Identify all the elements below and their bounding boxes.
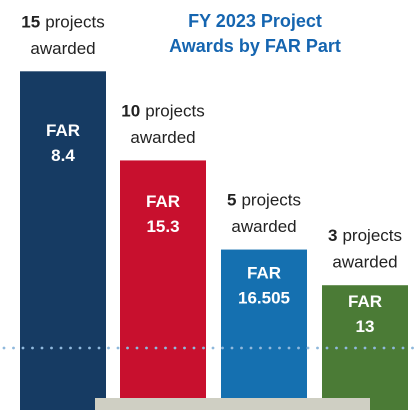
dot [183,346,186,350]
dot [287,346,291,350]
bar [20,71,106,410]
dot [21,346,25,350]
base-plate [95,398,370,410]
dot [173,346,177,350]
dot [107,346,110,350]
value-number: 3 [328,227,337,246]
dot [59,346,63,350]
dot [97,346,101,350]
chart-title: Awards by FAR Part [169,36,341,56]
dot [259,346,262,350]
dot [202,346,205,350]
value-number: 5 [227,191,236,210]
dot [40,346,44,350]
dot [135,346,139,350]
dot [88,346,91,350]
dot [2,346,6,350]
category-label: FAR 16.505 [238,264,290,308]
value-unit: projects [145,102,205,121]
dot [116,346,120,350]
dot [411,346,414,350]
value-unit: awarded [231,217,296,236]
dot [363,346,367,350]
dot [335,346,338,350]
value-label: 15 projects [21,13,104,32]
dot [268,346,272,350]
dot [392,346,395,350]
dot [164,346,167,350]
value-unit: projects [342,227,402,246]
value-unit: awarded [130,128,195,147]
dot [192,346,196,350]
value-label: 3 projects [328,227,402,246]
dot [145,346,148,350]
dot [249,346,253,350]
dot [126,346,129,350]
value-label: 5 projects [227,191,301,210]
category-label: FAR 8.4 [46,121,80,165]
value-number: 15 [21,13,40,32]
bar [120,160,206,410]
dotted-line [2,346,414,350]
dot [344,346,348,350]
value-unit: awarded [332,253,397,272]
bar [221,249,307,410]
dot [211,346,215,350]
dot [154,346,158,350]
dot [325,346,329,350]
dot [69,346,72,350]
dot [12,346,15,350]
dot [221,346,224,350]
dot [230,346,234,350]
category-label: FAR 15.3 [146,193,180,237]
category-label: FAR 13 [348,292,382,336]
value-label: 10 projects [121,102,204,121]
dot [306,346,310,350]
chart-title: FY 2023 Project [188,11,322,31]
dot [382,346,386,350]
dot [297,346,300,350]
dot [78,346,82,350]
dot [240,346,243,350]
value-unit: projects [45,13,105,32]
dot [278,346,281,350]
dot [316,346,319,350]
dot [401,346,405,350]
value-unit: awarded [30,39,95,58]
dot [50,346,53,350]
value-number: 10 [121,102,140,121]
value-unit: projects [241,191,301,210]
dot [373,346,376,350]
dot [31,346,34,350]
dot [354,346,357,350]
